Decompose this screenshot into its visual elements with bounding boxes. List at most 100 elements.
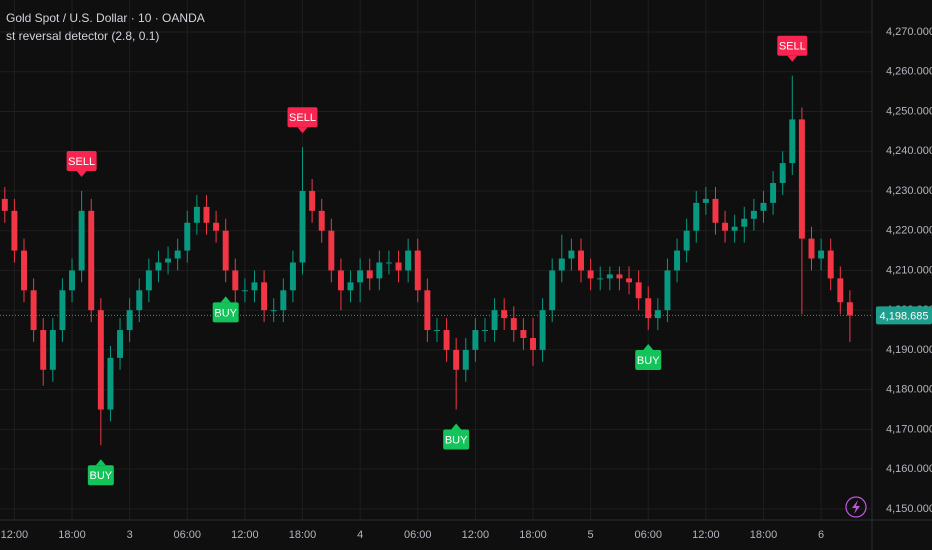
candle-body: [597, 278, 604, 280]
y-tick-label: 4,220.000: [886, 225, 932, 237]
candle-body: [808, 238, 815, 259]
y-tick-label: 4,270.000: [886, 26, 932, 38]
signal-pointer: [95, 459, 106, 466]
candle-body: [251, 282, 258, 291]
signal-pointer: [451, 423, 462, 430]
candle-body: [241, 290, 248, 292]
candle-body: [357, 270, 364, 283]
x-tick-label: 12:00: [231, 529, 259, 541]
signal-box: [777, 35, 808, 56]
candle-body: [347, 282, 354, 291]
signal-pointer: [787, 55, 798, 62]
candle-body: [789, 119, 796, 164]
candle-body: [520, 330, 527, 338]
signal-label: BUY: [635, 344, 662, 371]
candle-body: [261, 282, 268, 311]
candle-body: [645, 298, 652, 319]
signal-box: [212, 302, 239, 323]
candle-body: [616, 274, 623, 279]
candle-body: [328, 230, 335, 271]
candle-body: [165, 258, 172, 263]
x-tick-label: 18:00: [289, 529, 317, 541]
candle-body: [299, 190, 306, 263]
candle-body: [126, 310, 133, 331]
signal-text: BUY: [637, 355, 660, 367]
candle-body: [30, 290, 37, 331]
candle-body: [837, 278, 844, 303]
y-tick-label: 4,180.000: [886, 384, 932, 396]
candle-body: [491, 310, 498, 331]
signal-pointer: [76, 170, 87, 177]
candle-body: [654, 310, 661, 319]
signal-label: SELL: [777, 35, 808, 62]
candle-body: [213, 222, 220, 231]
candle-body: [462, 349, 469, 370]
candle-body: [193, 206, 200, 223]
candle-body: [155, 262, 162, 271]
candle-body: [59, 290, 66, 331]
x-tick-label: 18:00: [519, 529, 547, 541]
signal-label: SELL: [66, 150, 97, 177]
candle-body: [136, 290, 143, 311]
candle-body: [78, 210, 85, 271]
candle-body: [107, 357, 114, 410]
x-tick-label: 5: [588, 529, 594, 541]
signal-label: SELL: [287, 107, 318, 134]
candle-body: [635, 282, 642, 299]
candle-body: [674, 250, 681, 271]
candle-body: [174, 250, 181, 259]
signal-box: [443, 429, 470, 450]
candle-body: [395, 262, 402, 271]
chart-title: Gold Spot / U.S. Dollar · 10 · OANDA: [6, 11, 205, 25]
candle-body: [741, 218, 748, 227]
candle-body: [289, 262, 296, 291]
candle-body: [318, 210, 325, 231]
candle-body: [501, 310, 508, 319]
candle-body: [722, 222, 729, 231]
alert-icon[interactable]: [845, 496, 867, 518]
candle-body: [88, 210, 95, 311]
x-tick-label: 4: [357, 529, 363, 541]
candle-body: [712, 198, 719, 223]
candle-body: [376, 262, 383, 279]
candle-body: [21, 250, 27, 291]
x-tick-label: 12:00: [462, 529, 490, 541]
signal-text: SELL: [779, 41, 806, 53]
candle-body: [798, 119, 805, 239]
candle-body: [337, 270, 344, 291]
candle-body: [558, 258, 565, 271]
last-price-box: [876, 306, 932, 325]
signal-text: SELL: [289, 112, 316, 124]
candle-body: [203, 206, 210, 223]
signal-label: BUY: [443, 423, 470, 450]
candle-body: [779, 163, 786, 184]
candle-body: [818, 250, 825, 259]
candle-body: [309, 190, 316, 211]
candle-body: [270, 310, 277, 312]
candle-body: [385, 262, 392, 264]
signal-label: BUY: [212, 296, 239, 323]
candle-body: [145, 270, 152, 291]
candle-body: [606, 274, 613, 279]
candle-body: [1, 198, 8, 211]
candle-body: [664, 270, 671, 311]
candle-body: [702, 198, 709, 203]
plot: SELL BUY BUY SELL BUY BUY SELL: [1, 35, 853, 486]
candle-body: [97, 310, 104, 410]
candle-body: [280, 290, 287, 311]
candle-body: [366, 270, 373, 279]
candle-body: [626, 278, 633, 283]
x-tick-label: 3: [127, 529, 133, 541]
candle-body: [49, 330, 56, 370]
candle-body: [568, 250, 575, 259]
x-tick-label: 12:00: [1, 529, 29, 541]
candle-body: [222, 230, 229, 271]
signal-box: [87, 465, 114, 486]
signal-text: BUY: [90, 470, 113, 482]
candle-body: [530, 337, 536, 350]
x-tick-label: 06:00: [634, 529, 662, 541]
x-tick-label: 6: [818, 529, 824, 541]
signal-box: [635, 350, 662, 371]
candle-body: [69, 270, 76, 291]
